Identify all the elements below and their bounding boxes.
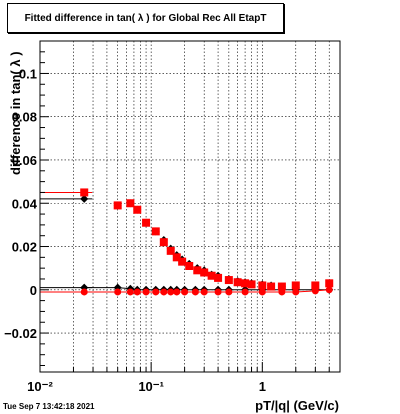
x-tick-label: 10⁻¹ — [138, 379, 164, 394]
data-point — [291, 281, 300, 290]
data-point — [247, 280, 256, 289]
y-tick-label: 0.04 — [12, 196, 38, 211]
data-point — [311, 281, 320, 290]
band-point — [114, 288, 122, 296]
data-point — [277, 282, 286, 291]
band-point — [191, 288, 199, 296]
data-point — [142, 218, 151, 227]
y-tick-label: 0.08 — [12, 110, 37, 125]
data-point — [178, 257, 187, 266]
data-point — [126, 199, 135, 208]
band-point — [167, 288, 175, 296]
band-point — [142, 288, 150, 296]
band-point — [241, 288, 249, 296]
data-point — [200, 268, 209, 277]
data-point — [172, 253, 181, 262]
plot-title: Fitted difference in tan( λ ) for Global… — [24, 12, 267, 24]
y-tick-label: −0.02 — [4, 326, 37, 341]
x-tick-label: 1 — [259, 379, 266, 394]
data-point — [258, 281, 267, 290]
band-point — [181, 288, 189, 296]
data-point — [193, 266, 202, 275]
data-point — [214, 273, 223, 282]
band-point — [173, 288, 181, 296]
band-point — [152, 288, 160, 296]
axis-tick-labels: 10⁻² 10⁻¹ 1 −0.02 0 0.02 0.04 0.06 0.08 0.1 — [4, 66, 266, 394]
band-point — [126, 288, 134, 296]
y-tick-label: 0.02 — [12, 240, 37, 255]
y-tick-label: 0.06 — [12, 153, 37, 168]
data-point — [267, 282, 276, 291]
data-point — [80, 188, 89, 197]
data-point — [207, 271, 216, 280]
y-axis-label: difference in tan( λ ) — [8, 51, 23, 175]
grid-lines — [39, 41, 341, 372]
band-point — [133, 288, 141, 296]
band-point — [200, 288, 208, 296]
data-point — [113, 201, 122, 210]
data-point — [151, 227, 160, 236]
data-point — [241, 279, 250, 288]
data-point — [233, 278, 242, 287]
data-series — [40, 188, 334, 296]
band-point — [325, 286, 333, 294]
band-point — [311, 287, 319, 295]
data-point — [133, 205, 142, 214]
band-point — [80, 288, 88, 296]
data-point — [166, 246, 175, 255]
band-point — [160, 288, 168, 296]
band-point — [258, 288, 266, 296]
timestamp-label: Tue Sep 7 13:42:18 2021 — [3, 402, 95, 411]
y-tick-label: 0 — [30, 283, 37, 298]
data-point — [224, 276, 233, 285]
band-point — [278, 288, 286, 296]
plot-title-box: Fitted difference in tan( λ ) for Global… — [7, 3, 284, 33]
x-axis-label: pT/|q| (GeV/c) — [255, 398, 339, 413]
band-point — [214, 288, 222, 296]
band-point — [292, 288, 300, 296]
x-tick-label: 10⁻² — [27, 379, 53, 394]
data-point — [159, 238, 168, 247]
axis-ticks — [39, 40, 341, 372]
y-tick-label: 0.1 — [19, 66, 37, 81]
data-point — [185, 261, 194, 270]
plot-frame — [39, 40, 341, 373]
band-point — [225, 288, 233, 296]
data-point — [80, 194, 89, 203]
data-point — [325, 279, 334, 288]
